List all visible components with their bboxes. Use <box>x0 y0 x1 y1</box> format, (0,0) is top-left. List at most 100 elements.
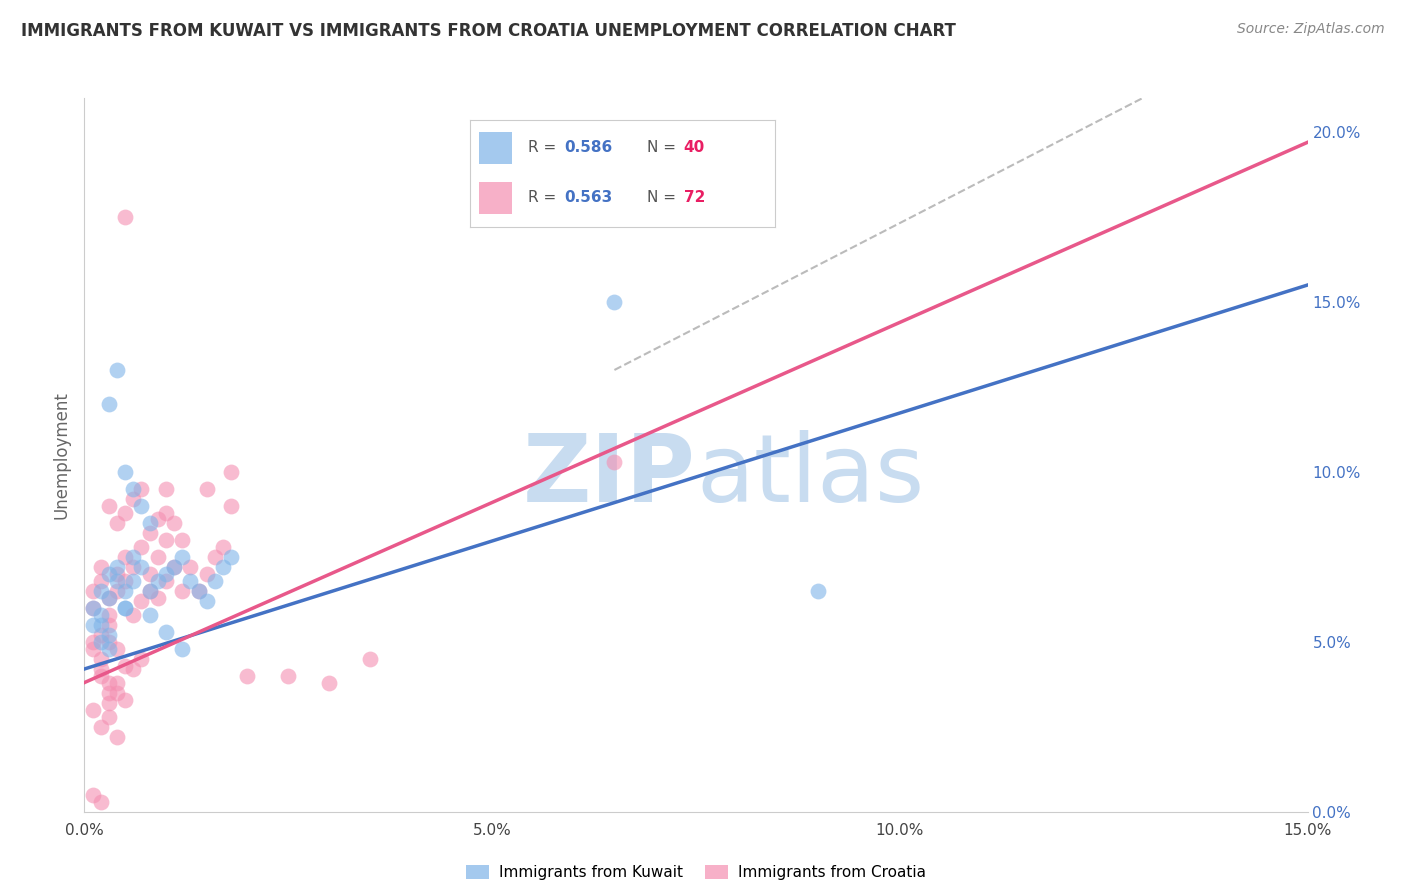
Point <box>97 696 120 710</box>
Point <box>105 675 128 690</box>
Point <box>603 295 626 310</box>
Point <box>138 566 160 581</box>
Point <box>131 652 153 666</box>
Point <box>97 628 120 642</box>
Point <box>204 549 226 564</box>
Point <box>105 641 128 656</box>
Point <box>155 506 177 520</box>
Point <box>82 635 104 649</box>
Point <box>179 560 201 574</box>
Y-axis label: Unemployment: Unemployment <box>52 391 70 519</box>
Point <box>236 669 259 683</box>
Point <box>155 574 177 588</box>
Point <box>163 560 186 574</box>
Text: IMMIGRANTS FROM KUWAIT VS IMMIGRANTS FROM CROATIA UNEMPLOYMENT CORRELATION CHART: IMMIGRANTS FROM KUWAIT VS IMMIGRANTS FRO… <box>21 22 956 40</box>
Point <box>90 652 112 666</box>
Point <box>90 617 112 632</box>
Point <box>155 533 177 547</box>
Point <box>90 635 112 649</box>
Point <box>82 600 104 615</box>
Point <box>122 574 145 588</box>
Point <box>97 499 120 513</box>
Point <box>105 516 128 530</box>
Point <box>562 125 585 139</box>
Point <box>187 583 209 598</box>
Point <box>97 591 120 605</box>
Point <box>90 607 112 622</box>
Point <box>172 641 194 656</box>
Point <box>97 607 120 622</box>
Point <box>187 583 209 598</box>
Point <box>97 566 120 581</box>
Point <box>90 720 112 734</box>
Point <box>90 583 112 598</box>
Point <box>219 499 242 513</box>
Point <box>82 583 104 598</box>
Point <box>105 730 128 744</box>
Point <box>212 540 235 554</box>
Point <box>146 591 169 605</box>
Point <box>219 465 242 479</box>
Point <box>114 210 136 224</box>
Point <box>359 652 381 666</box>
Point <box>146 512 169 526</box>
Point <box>163 560 186 574</box>
Point <box>97 675 120 690</box>
Point <box>105 566 128 581</box>
Point <box>97 686 120 700</box>
Point <box>82 788 104 802</box>
Point <box>212 560 235 574</box>
Point <box>97 397 120 411</box>
Point <box>318 675 340 690</box>
Point <box>114 583 136 598</box>
Point <box>138 516 160 530</box>
Point <box>97 641 120 656</box>
Point <box>138 583 160 598</box>
Point <box>97 591 120 605</box>
Point <box>90 662 112 676</box>
Legend: Immigrants from Kuwait, Immigrants from Croatia: Immigrants from Kuwait, Immigrants from … <box>460 859 932 886</box>
Point <box>105 583 128 598</box>
Point <box>155 482 177 496</box>
Point <box>277 669 299 683</box>
Point <box>138 526 160 541</box>
Point <box>114 506 136 520</box>
Point <box>131 540 153 554</box>
Point <box>105 686 128 700</box>
Point <box>82 703 104 717</box>
Point <box>179 574 201 588</box>
Point <box>122 607 145 622</box>
Point <box>114 600 136 615</box>
Point <box>131 560 153 574</box>
Point <box>97 709 120 723</box>
Point <box>122 662 145 676</box>
Point <box>146 549 169 564</box>
Point <box>105 363 128 377</box>
Point <box>172 533 194 547</box>
Point <box>82 617 104 632</box>
Point <box>122 549 145 564</box>
Point <box>82 600 104 615</box>
Text: atlas: atlas <box>696 430 924 523</box>
Point <box>105 574 128 588</box>
Point <box>195 566 218 581</box>
Point <box>97 617 120 632</box>
Point <box>131 482 153 496</box>
Point <box>195 482 218 496</box>
Point <box>138 607 160 622</box>
Point <box>114 549 136 564</box>
Point <box>172 549 194 564</box>
Point <box>122 560 145 574</box>
Point <box>114 465 136 479</box>
Text: ZIP: ZIP <box>523 430 696 523</box>
Point <box>105 560 128 574</box>
Point <box>131 499 153 513</box>
Point <box>122 492 145 507</box>
Text: Source: ZipAtlas.com: Source: ZipAtlas.com <box>1237 22 1385 37</box>
Point <box>97 635 120 649</box>
Point <box>114 658 136 673</box>
Point <box>90 628 112 642</box>
Point <box>114 692 136 706</box>
Point <box>90 560 112 574</box>
Point <box>172 583 194 598</box>
